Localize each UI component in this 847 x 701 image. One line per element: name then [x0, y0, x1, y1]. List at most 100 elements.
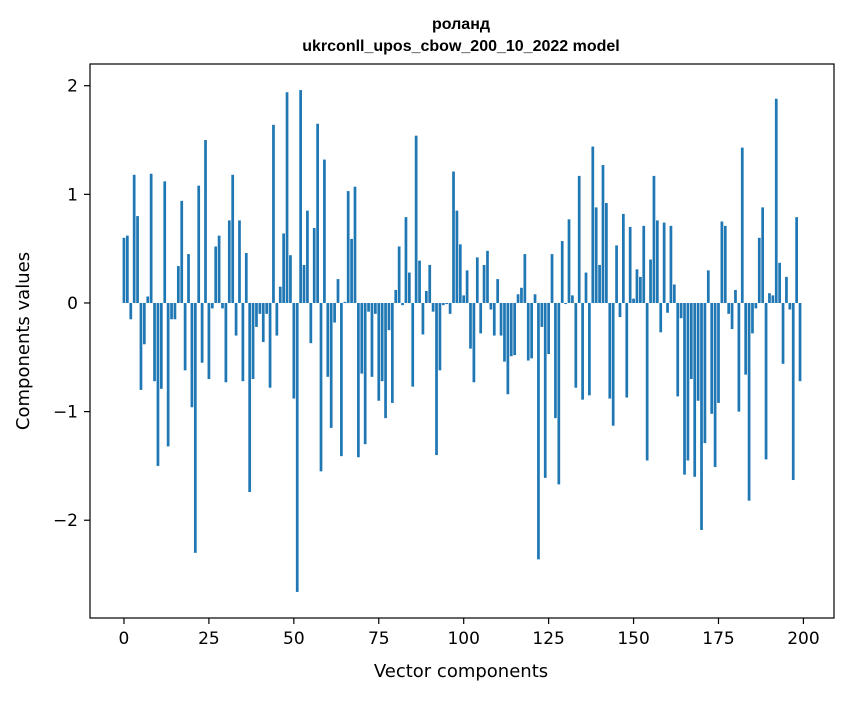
- bar: [448, 302, 452, 314]
- bar: [584, 272, 588, 303]
- bar: [374, 302, 377, 314]
- bar: [163, 181, 167, 303]
- bar: [788, 302, 792, 310]
- bar: [204, 140, 207, 303]
- chart-title: роланд: [432, 16, 490, 33]
- bar: [744, 302, 748, 375]
- bar: [696, 302, 700, 401]
- bar: [217, 235, 221, 303]
- bar: [126, 235, 129, 303]
- bar: [309, 302, 313, 344]
- bar: [713, 302, 717, 468]
- plot-frame: [89, 63, 835, 619]
- bar: [333, 302, 336, 323]
- bar: [129, 302, 133, 320]
- bar: [710, 302, 714, 414]
- bar: [720, 221, 724, 303]
- bar: [180, 200, 184, 303]
- bar: [377, 302, 381, 401]
- bar: [231, 174, 235, 303]
- bar: [153, 302, 156, 382]
- y-tick-label: 1: [67, 185, 78, 205]
- bar: [717, 302, 720, 403]
- bar: [401, 302, 404, 306]
- bar: [764, 302, 768, 460]
- bar: [798, 302, 802, 382]
- bar: [706, 270, 710, 303]
- bar: [136, 216, 139, 303]
- bar: [146, 296, 150, 303]
- bar: [526, 302, 530, 361]
- x-tick-label: 50: [283, 629, 305, 649]
- bar: [482, 264, 486, 303]
- bar: [564, 302, 567, 305]
- bar: [360, 302, 364, 374]
- bar: [530, 302, 533, 359]
- bar: [346, 191, 350, 303]
- bar: [781, 302, 785, 364]
- bar: [183, 302, 187, 371]
- bar: [176, 266, 180, 303]
- bar: [554, 302, 557, 419]
- y-tick-label: 0: [67, 294, 78, 314]
- bar: [275, 302, 279, 336]
- bar: [272, 124, 275, 303]
- bar: [363, 302, 367, 445]
- bar: [639, 276, 642, 303]
- x-tick-label: 125: [532, 629, 564, 649]
- bar: [550, 254, 554, 303]
- bar: [380, 302, 384, 382]
- bar: [200, 302, 204, 363]
- y-tick-label: 2: [67, 77, 78, 97]
- bar: [122, 237, 126, 303]
- bar: [754, 302, 758, 309]
- bar: [353, 186, 357, 303]
- bar: [608, 302, 612, 399]
- ticks-group: 0 25 50 75 100 125 150 175 200 −2 −1 0 1 2: [53, 77, 820, 649]
- bar: [581, 302, 584, 400]
- bar: [241, 302, 245, 382]
- bar: [605, 203, 608, 303]
- bar: [132, 174, 136, 303]
- bar: [489, 302, 493, 310]
- bar: [411, 302, 415, 387]
- bar: [435, 302, 438, 456]
- bar: [757, 237, 761, 303]
- bar: [445, 302, 449, 305]
- bar: [143, 302, 146, 345]
- bar: [516, 294, 520, 303]
- bar: [492, 302, 496, 336]
- bar: [265, 302, 269, 314]
- bar: [462, 295, 466, 303]
- bar: [428, 264, 432, 303]
- bar: [700, 302, 703, 531]
- bar: [625, 302, 629, 398]
- bar: [452, 171, 455, 303]
- bar: [193, 302, 197, 553]
- bar: [248, 302, 252, 492]
- bar: [414, 135, 418, 303]
- bar: [367, 302, 370, 312]
- bar: [465, 270, 469, 303]
- bar: [285, 92, 289, 303]
- bar: [496, 279, 500, 303]
- bar: [751, 302, 754, 334]
- bar: [170, 302, 173, 320]
- bar: [734, 289, 737, 303]
- bar: [778, 262, 781, 303]
- bar: [628, 226, 632, 303]
- bar: [503, 302, 506, 362]
- bar: [509, 302, 513, 357]
- bar: [618, 302, 622, 318]
- bars-group: [122, 90, 802, 592]
- bar: [472, 302, 476, 383]
- bar: [407, 272, 411, 303]
- bar: [238, 220, 241, 303]
- bar: [730, 302, 734, 330]
- x-tick-label: 25: [198, 629, 220, 649]
- bar: [520, 287, 523, 303]
- bar: [173, 302, 177, 320]
- bar: [594, 207, 598, 303]
